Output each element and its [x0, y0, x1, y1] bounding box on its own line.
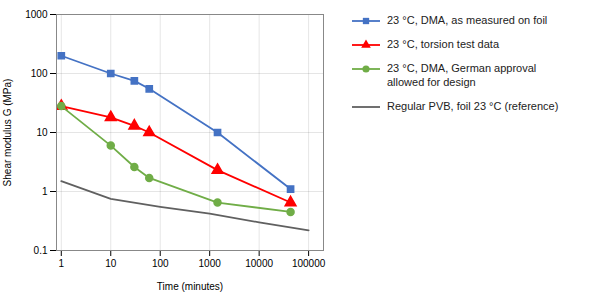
svg-text:1: 1: [42, 186, 48, 197]
svg-text:1000: 1000: [25, 9, 48, 20]
html-text:23 °C, DMA, as measured on foi: 23 °C, DMA, as measured on foil: [387, 14, 548, 26]
svg-text:100: 100: [31, 68, 48, 79]
svg-text:100: 100: [152, 258, 169, 269]
svg-text:1000: 1000: [199, 258, 222, 269]
svg-text:10: 10: [105, 258, 117, 269]
svg-text:10000: 10000: [245, 258, 273, 269]
html-text:23 °C, DMA, German approval al: 23 °C, DMA, German approval allowed for …: [387, 62, 537, 88]
svg-text:Time (minutes): Time (minutes): [157, 281, 223, 292]
html-text:23 °C, torsion test data: 23 °C, torsion test data: [387, 38, 499, 50]
svg-text:0.1: 0.1: [34, 245, 48, 256]
svg-text:100000: 100000: [292, 258, 326, 269]
html-text:Regular PVB, foil 23 °C (refer: Regular PVB, foil 23 °C (reference): [387, 99, 559, 112]
svg-text:Shear modulus G (MPa): Shear modulus G (MPa): [2, 79, 13, 187]
svg-text:1: 1: [59, 258, 65, 269]
svg-text:10: 10: [36, 127, 48, 138]
